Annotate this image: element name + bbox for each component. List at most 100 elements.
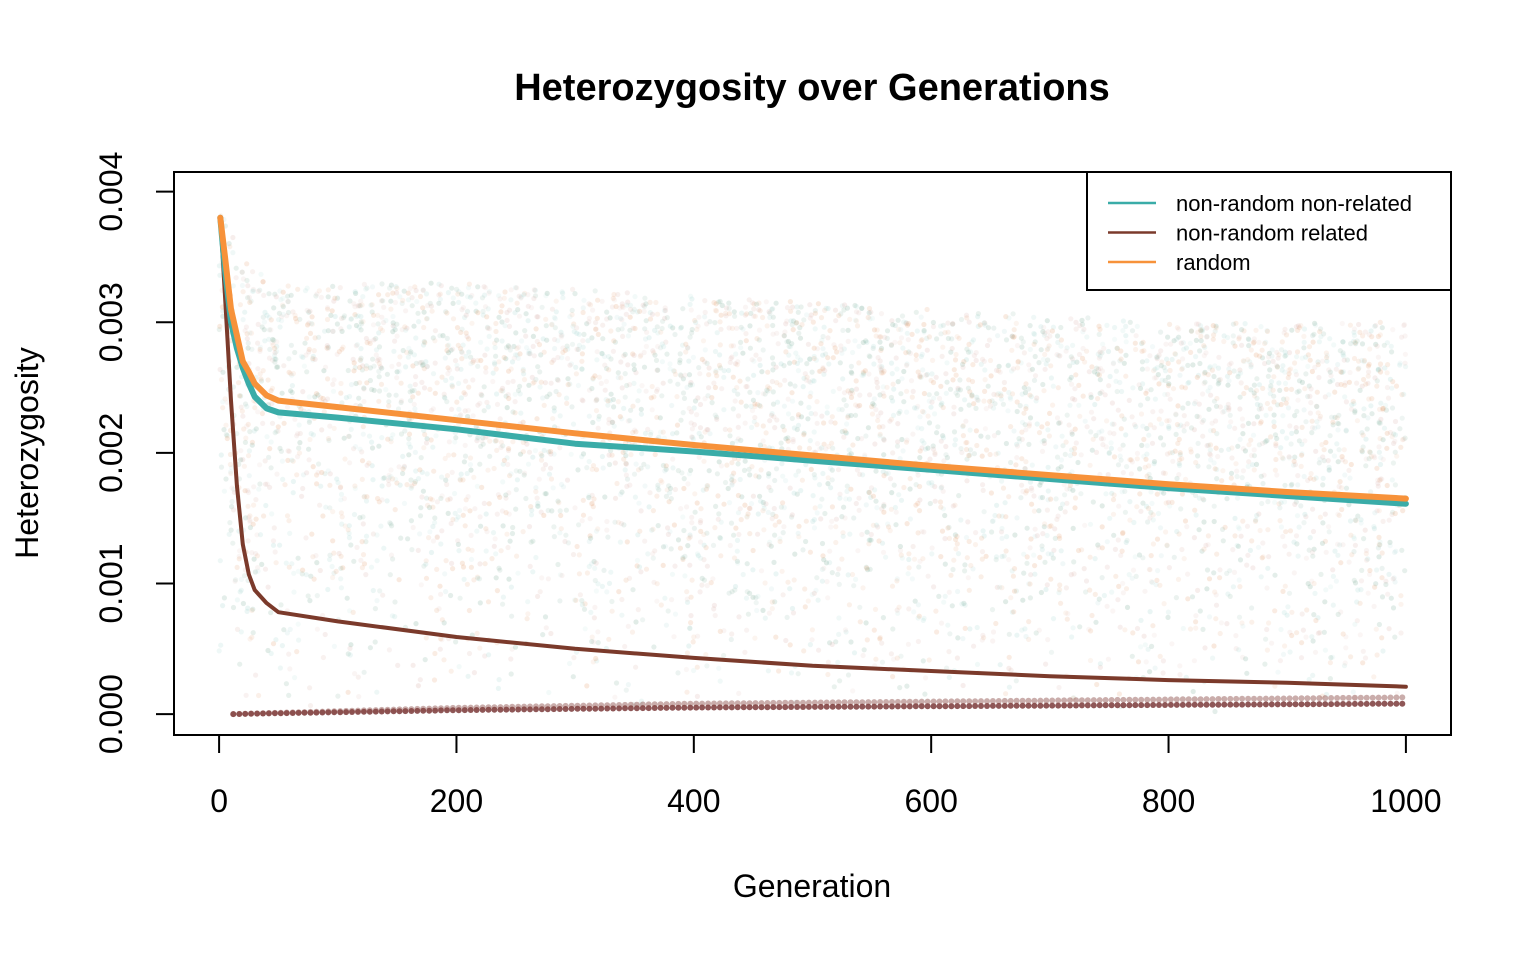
background-point (878, 410, 884, 416)
background-point (1144, 451, 1150, 457)
background-point (725, 485, 731, 492)
background-point (1211, 332, 1217, 338)
background-point (555, 498, 561, 504)
background-point (853, 576, 859, 583)
background-point (551, 357, 557, 363)
background-point (430, 406, 436, 412)
background-point (233, 275, 239, 281)
background-point (1295, 323, 1302, 329)
background-point (1322, 538, 1328, 544)
background-point (519, 338, 525, 344)
background-point (809, 637, 815, 643)
background-point (595, 331, 601, 337)
background-point (352, 289, 358, 295)
background-point (1045, 497, 1051, 503)
background-point (1165, 609, 1171, 615)
background-point (1001, 379, 1008, 386)
background-point (348, 426, 354, 432)
background-point (306, 394, 312, 400)
background-point (1107, 430, 1113, 436)
background-point (1205, 442, 1212, 448)
background-point (623, 311, 629, 317)
background-point (496, 314, 502, 320)
background-point (407, 444, 413, 450)
background-point (311, 576, 317, 582)
background-point (1282, 482, 1288, 488)
background-point (1377, 539, 1383, 545)
background-point (514, 285, 520, 291)
background-point (567, 362, 573, 368)
background-point (962, 602, 968, 608)
background-point (776, 519, 782, 525)
background-point (798, 357, 804, 363)
background-point (1123, 586, 1130, 592)
background-point (236, 553, 242, 559)
background-point (905, 321, 911, 327)
background-point (603, 397, 609, 403)
background-point (1253, 517, 1259, 523)
background-point (420, 287, 426, 293)
background-point (518, 410, 524, 416)
background-point (1111, 421, 1117, 427)
background-point (242, 328, 248, 334)
background-point (1315, 630, 1321, 636)
background-point (261, 319, 267, 325)
background-point (1116, 583, 1122, 590)
background-point (660, 318, 666, 324)
background-point (983, 406, 989, 412)
background-point (631, 306, 637, 312)
background-point (940, 322, 946, 328)
background-point (915, 602, 922, 608)
background-point (930, 379, 937, 386)
background-point (778, 361, 784, 367)
background-point (1113, 368, 1119, 374)
background-point (278, 448, 284, 454)
background-point (707, 431, 713, 437)
background-point (1301, 326, 1308, 332)
background-point (1011, 609, 1017, 615)
background-point (627, 482, 633, 488)
background-point (376, 443, 382, 449)
background-point (440, 333, 446, 339)
background-point (874, 327, 880, 333)
background-point (569, 341, 576, 347)
background-point (234, 597, 240, 603)
background-point (993, 554, 1000, 560)
background-point (1312, 425, 1318, 431)
background-point (633, 664, 639, 670)
background-point (1315, 362, 1321, 368)
background-point (1027, 545, 1033, 551)
background-point (604, 589, 610, 595)
background-point (375, 356, 382, 362)
background-point (667, 378, 673, 384)
background-point (1110, 608, 1116, 614)
background-point (286, 518, 292, 524)
background-point (551, 524, 557, 530)
background-point (589, 638, 595, 645)
background-point (820, 352, 826, 358)
background-point (848, 412, 854, 419)
background-point (1279, 429, 1285, 435)
background-point (1325, 458, 1331, 464)
background-point (821, 324, 827, 330)
background-point (623, 472, 630, 478)
background-point (1309, 368, 1315, 375)
background-point (1231, 368, 1237, 374)
background-point (1375, 333, 1381, 340)
background-point (517, 451, 524, 457)
background-point (388, 521, 394, 527)
background-point (530, 343, 536, 349)
background-point (1319, 540, 1326, 546)
background-point (442, 395, 448, 401)
background-point (256, 486, 262, 492)
background-point (1380, 456, 1386, 462)
background-point (772, 532, 778, 538)
background-point (687, 382, 694, 388)
background-point (451, 452, 457, 458)
background-point (1048, 523, 1054, 529)
background-point (887, 476, 894, 482)
background-point (220, 369, 226, 375)
background-point (825, 481, 831, 487)
background-point (1232, 343, 1238, 349)
background-point (1006, 684, 1013, 690)
